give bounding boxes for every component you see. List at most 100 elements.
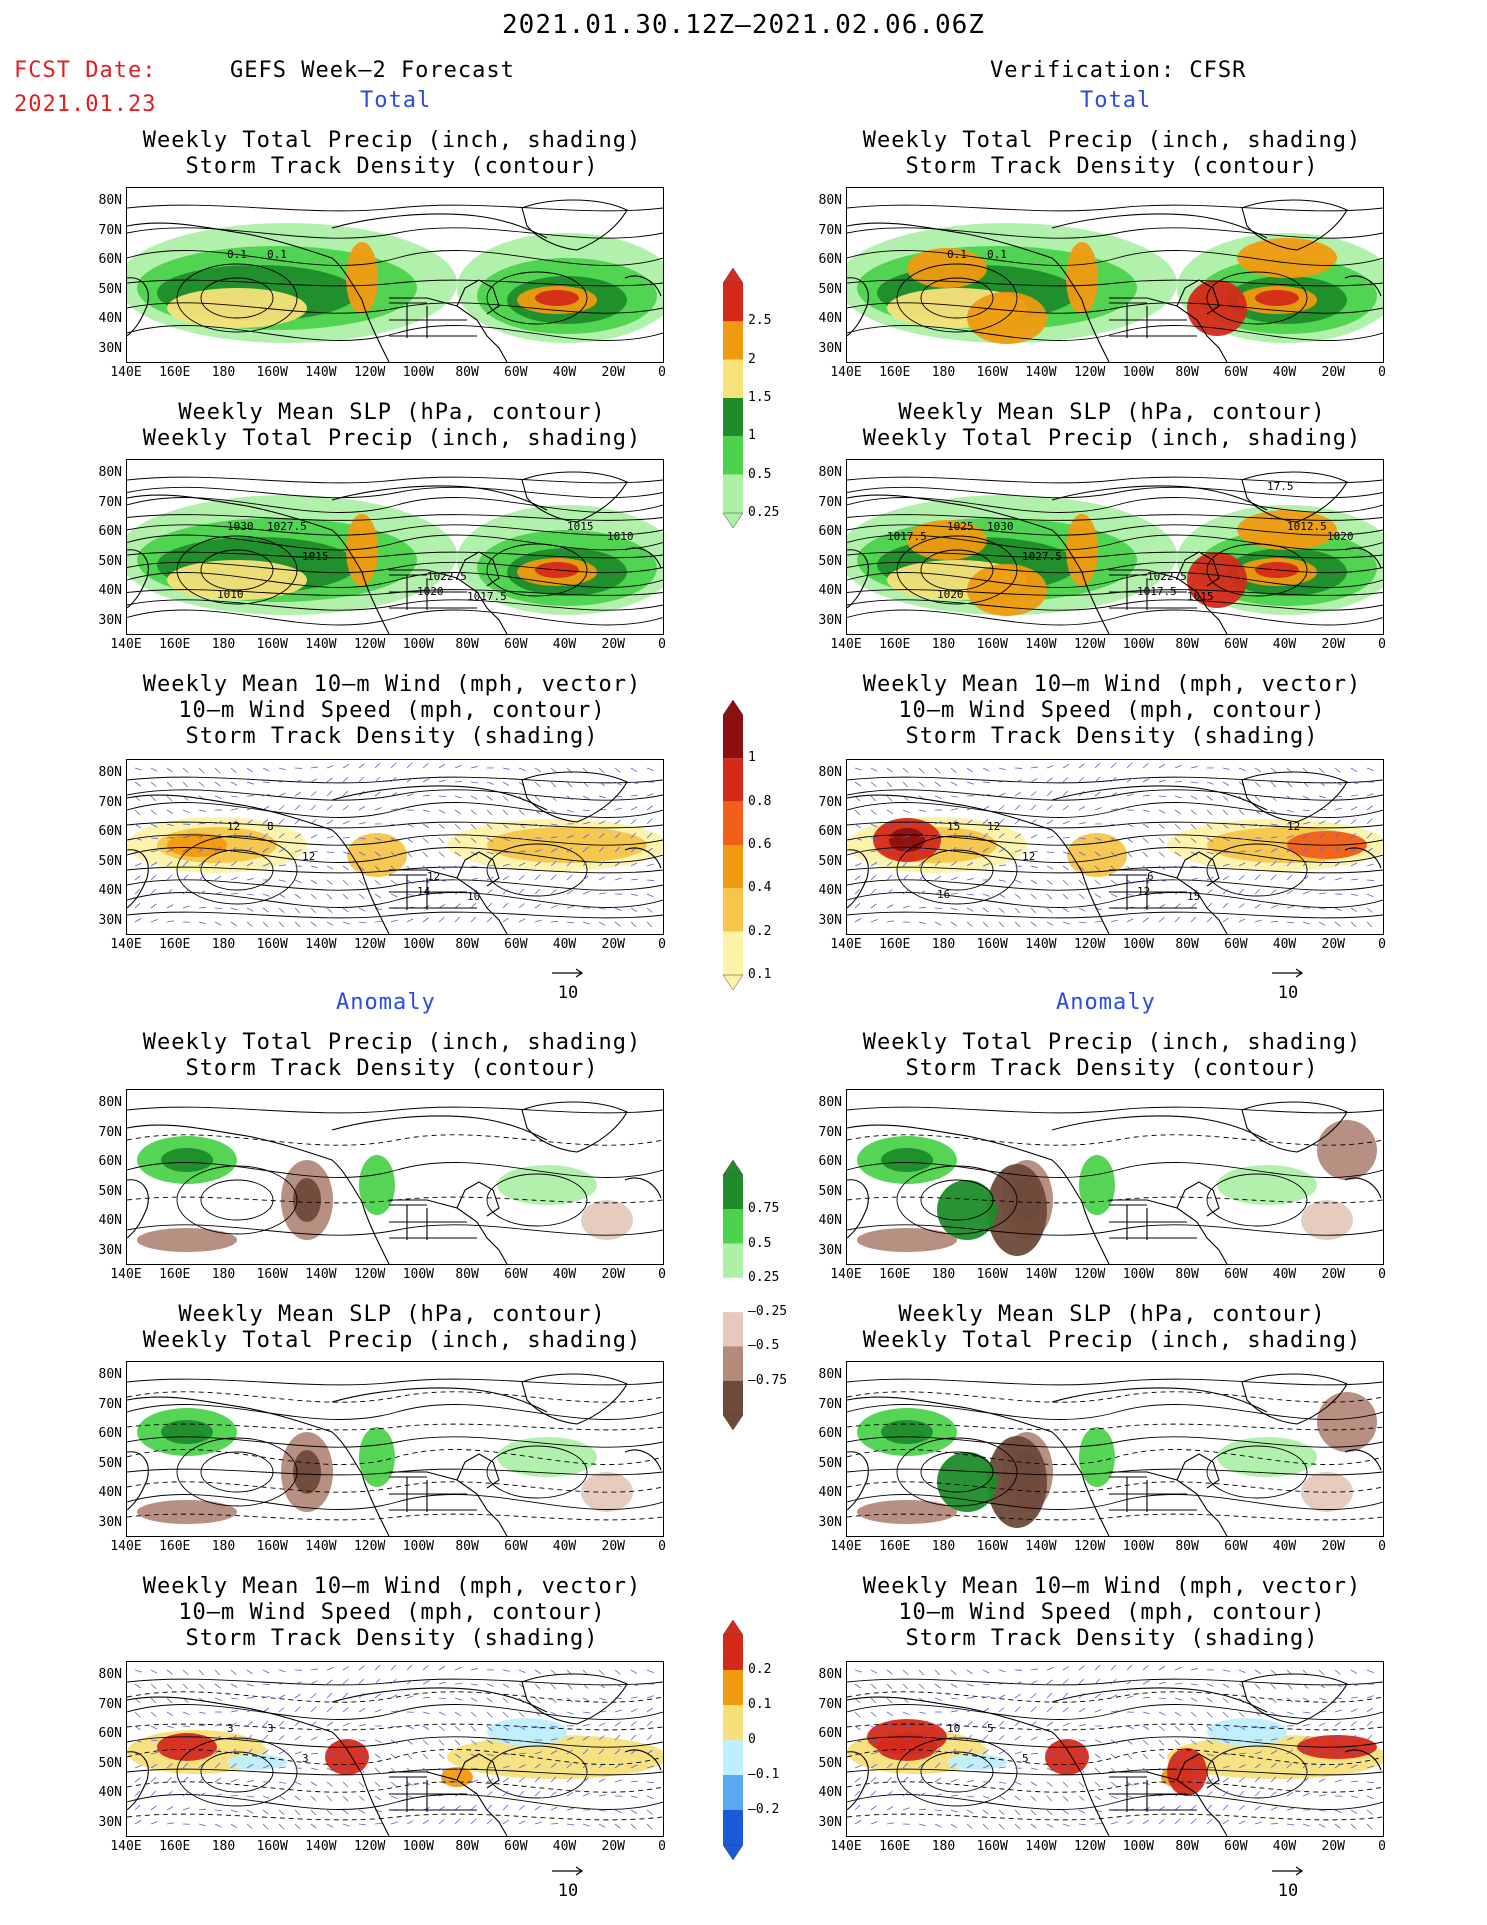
- wind-vector: [1078, 851, 1086, 856]
- lat-tick-label: 30N: [98, 912, 122, 928]
- wind-vector: [870, 874, 877, 881]
- wind-vector: [134, 809, 141, 816]
- coastline: [1241, 199, 1348, 251]
- wind-vector: [1046, 1781, 1053, 1787]
- wind-vector: [310, 893, 317, 900]
- wind-vector: [438, 1697, 447, 1700]
- wind-vector: [166, 889, 173, 895]
- wind-vector: [1366, 805, 1373, 811]
- wind-vector: [358, 893, 365, 899]
- wind-vector: [438, 851, 445, 857]
- wind-vector: [1014, 907, 1021, 914]
- wind-vector: [438, 1725, 445, 1731]
- wind-vector: [950, 781, 958, 786]
- wind-vector: [1334, 832, 1341, 839]
- wind-vector: [262, 1683, 271, 1686]
- coastline: [127, 277, 149, 337]
- wind-vector: [870, 888, 877, 895]
- lon-tick-label: 160E: [879, 637, 911, 652]
- wind-vector: [630, 806, 638, 811]
- wind-vector: [358, 921, 366, 924]
- wind-vector: [614, 1748, 621, 1755]
- wind-vector: [630, 893, 638, 897]
- wind-vector: [998, 833, 1005, 839]
- wind-vector: [406, 1820, 414, 1825]
- coastline: [847, 1179, 869, 1239]
- wind-vector: [1190, 1818, 1197, 1825]
- wind-vector: [358, 776, 365, 783]
- wind-vector: [550, 1725, 558, 1728]
- wind-vector: [1222, 837, 1230, 842]
- wind-vector: [390, 823, 398, 826]
- wind-vector: [1174, 1711, 1181, 1717]
- wind-vector: [374, 920, 383, 923]
- contour-label: 14: [417, 885, 431, 898]
- wind-vector: [230, 1734, 237, 1741]
- wind-vector: [1206, 864, 1215, 867]
- wind-vector: [422, 809, 430, 813]
- wind-vector: [1366, 1669, 1374, 1673]
- wind-vector: [150, 1751, 158, 1755]
- wind-vector: [454, 1753, 461, 1759]
- wind-vector: [1174, 1697, 1182, 1701]
- wind-vector: [214, 833, 221, 839]
- wind-vector: [1238, 1764, 1246, 1769]
- wind-vector: [614, 807, 622, 811]
- wind-vector: [1334, 1809, 1342, 1813]
- contour-line: [896, 1737, 1018, 1807]
- wind-vector: [454, 1739, 461, 1746]
- map-canvas: 0.1 0.1: [847, 199, 1383, 362]
- wind-vector: [518, 1752, 526, 1755]
- wind-vector: [1286, 905, 1294, 909]
- wind-vector: [294, 1751, 302, 1755]
- wind-vector: [1302, 1683, 1309, 1689]
- precip-anom-wet-light: [497, 1165, 597, 1205]
- wind-vector: [134, 1683, 141, 1689]
- precip-anom-dry-strong: [293, 1450, 321, 1494]
- wind-vector: [1238, 1820, 1246, 1825]
- wind-vector: [278, 1823, 285, 1830]
- wind-vector: [1158, 1681, 1166, 1685]
- wind-vector: [1206, 1739, 1214, 1745]
- wind-vector: [1126, 1664, 1133, 1671]
- wind-vector: [902, 835, 910, 839]
- lat-tick-label: 60N: [818, 1426, 842, 1441]
- wind-vector: [518, 875, 525, 881]
- wind-vector: [246, 1795, 254, 1798]
- panel-title-R4: Weekly Total Precip (inch, shading) Stor…: [842, 1030, 1382, 1082]
- lon-tick-label: 160W: [976, 365, 1008, 380]
- wind-vector: [390, 893, 398, 898]
- lat-tick-label: 30N: [98, 1242, 122, 1258]
- wind-vector: [886, 1725, 894, 1729]
- wind-vector: [1334, 877, 1342, 881]
- wind-vector: [1174, 1767, 1182, 1771]
- wind-vector: [486, 889, 493, 895]
- wind-vector: [262, 1795, 270, 1799]
- wind-vector: [886, 1711, 894, 1717]
- coastline-group: [847, 1373, 1382, 1536]
- wind-vector: [902, 1762, 909, 1769]
- coastline: [1109, 569, 1228, 634]
- colorbar-segment: [723, 321, 743, 360]
- wind-vector: [1350, 1809, 1358, 1815]
- wind-vector: [214, 1735, 221, 1741]
- wind-vector: [1046, 851, 1055, 854]
- wind-vector: [1142, 1680, 1150, 1685]
- contour-line: [486, 1173, 588, 1227]
- wind-vector: [342, 764, 350, 769]
- wind-vector: [470, 916, 477, 923]
- wind-vector: [390, 1753, 397, 1760]
- wind-vector: [614, 861, 621, 867]
- colorbar-segment: [723, 715, 743, 759]
- coastline: [847, 1751, 869, 1811]
- wind-vector: [1238, 823, 1246, 829]
- contour-line: [127, 250, 663, 266]
- wind-vector: [230, 921, 237, 927]
- wind-vector: [342, 1795, 349, 1802]
- wind-vector: [374, 879, 381, 886]
- wind-vector: [1078, 837, 1086, 840]
- wind-vector: [198, 875, 205, 881]
- wind-vector: [390, 1781, 397, 1787]
- contour-line: [200, 1451, 274, 1493]
- wind-vector: [518, 888, 525, 895]
